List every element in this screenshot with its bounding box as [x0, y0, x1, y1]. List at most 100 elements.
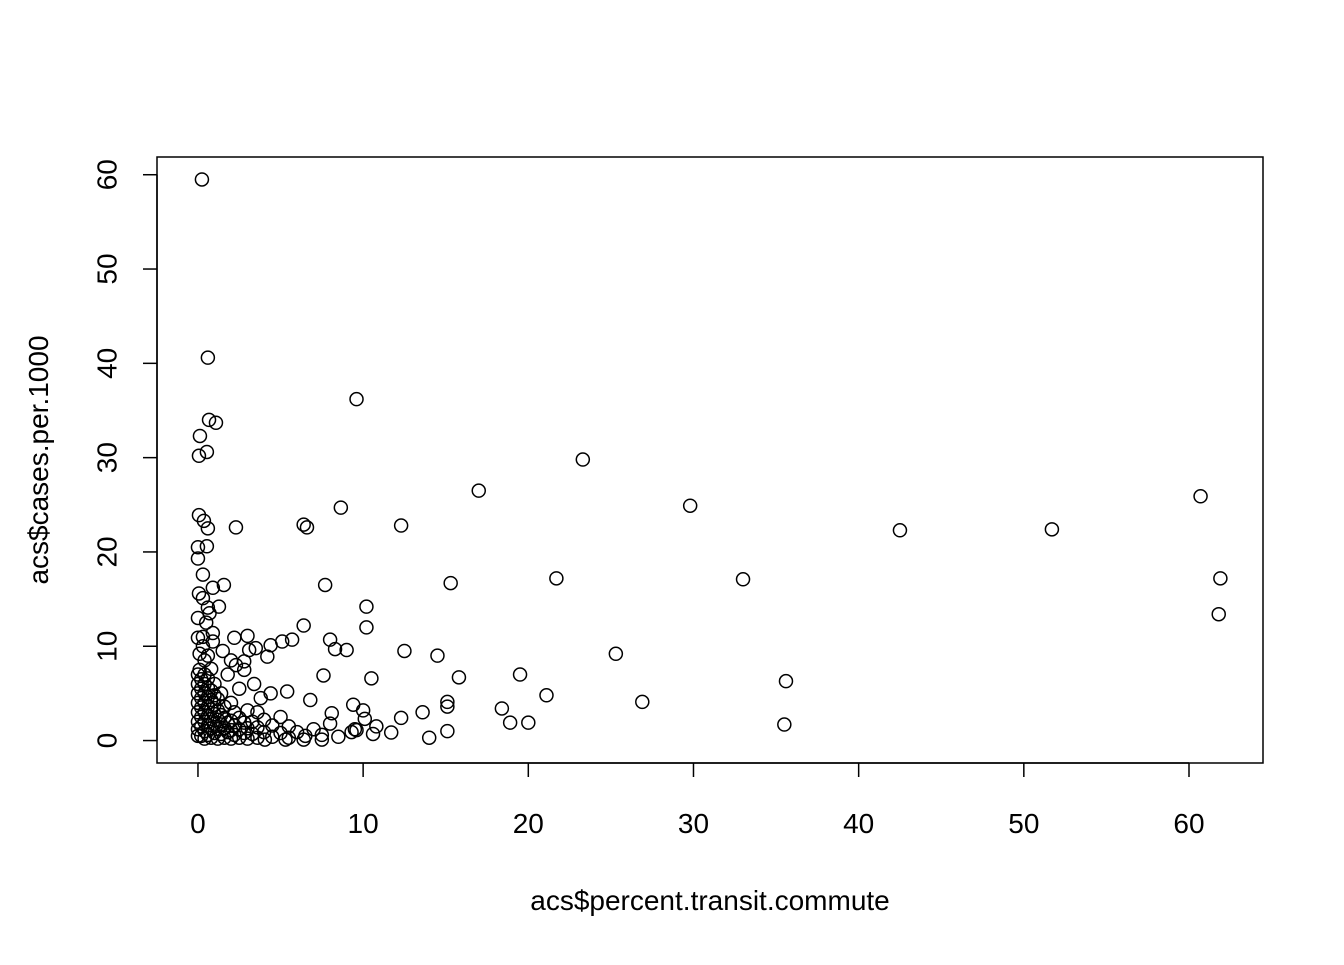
point	[415, 705, 430, 720]
point	[355, 703, 371, 718]
point	[191, 507, 207, 523]
point	[220, 667, 235, 682]
point	[539, 688, 554, 703]
point	[359, 599, 374, 614]
point	[777, 717, 792, 732]
point	[240, 628, 255, 644]
point	[203, 661, 219, 677]
point	[314, 732, 330, 747]
x-axis-label: acs$percent.transit.commute	[530, 885, 890, 916]
point	[575, 452, 591, 467]
point	[383, 725, 399, 740]
point	[203, 692, 219, 708]
point	[195, 639, 211, 654]
point	[299, 520, 315, 535]
x-tick-label: 20	[513, 808, 544, 839]
point	[421, 730, 437, 745]
point	[339, 642, 354, 658]
point	[195, 567, 211, 582]
point	[316, 668, 331, 683]
point	[260, 649, 275, 664]
point	[192, 428, 208, 444]
point	[440, 694, 455, 710]
point	[314, 727, 330, 743]
point	[1213, 571, 1228, 586]
point	[317, 577, 333, 593]
point	[246, 676, 262, 692]
point	[327, 641, 343, 657]
y-axis-label: acs$cases.per.1000	[23, 335, 54, 584]
point	[273, 709, 288, 725]
point	[201, 412, 217, 428]
point	[393, 710, 409, 726]
point	[223, 731, 239, 746]
y-tick-label: 10	[91, 631, 122, 662]
point	[364, 671, 379, 686]
point	[228, 657, 244, 673]
point	[735, 572, 751, 587]
point	[296, 618, 311, 633]
point	[333, 500, 349, 515]
point	[253, 690, 268, 706]
point	[443, 575, 458, 591]
point	[192, 646, 207, 662]
point	[521, 715, 536, 730]
point	[393, 518, 409, 533]
x-tick-label: 60	[1173, 808, 1204, 839]
x-tick-label: 50	[1008, 808, 1039, 839]
point	[200, 350, 216, 365]
point	[200, 521, 216, 536]
point	[298, 728, 313, 744]
y-tick-label: 30	[91, 442, 122, 473]
point	[248, 640, 264, 656]
y-tick-label: 50	[91, 253, 122, 284]
point	[223, 653, 239, 668]
point	[289, 724, 305, 740]
point	[471, 483, 487, 498]
point	[512, 667, 528, 682]
point	[324, 705, 340, 721]
point	[236, 662, 252, 678]
point	[635, 694, 650, 710]
point	[349, 391, 364, 407]
point	[240, 731, 255, 746]
point	[194, 172, 210, 187]
point	[190, 539, 206, 555]
point	[1193, 489, 1208, 504]
y-tick-label: 0	[91, 733, 122, 749]
point	[232, 730, 247, 745]
point	[608, 646, 624, 662]
point	[198, 615, 214, 630]
point	[331, 729, 346, 745]
point	[227, 630, 242, 646]
point	[359, 620, 374, 635]
point	[191, 448, 207, 464]
point	[357, 711, 373, 727]
point	[440, 723, 455, 739]
point	[195, 590, 211, 606]
y-tick-label: 20	[91, 536, 122, 567]
point	[369, 719, 384, 734]
point	[265, 729, 280, 745]
x-tick-label: 10	[348, 808, 379, 839]
point	[296, 517, 311, 532]
point	[223, 722, 239, 738]
point	[232, 710, 247, 726]
point	[228, 520, 244, 535]
point	[279, 684, 295, 699]
point	[344, 724, 359, 740]
point	[303, 692, 318, 708]
point	[216, 577, 232, 593]
point	[232, 681, 247, 696]
point	[347, 721, 363, 737]
point	[682, 498, 698, 513]
point	[778, 673, 794, 689]
point	[549, 571, 564, 586]
point	[502, 715, 518, 730]
point	[213, 686, 229, 701]
point	[451, 670, 467, 685]
point	[223, 695, 239, 711]
x-tick-label: 0	[190, 808, 206, 839]
point	[494, 701, 510, 716]
